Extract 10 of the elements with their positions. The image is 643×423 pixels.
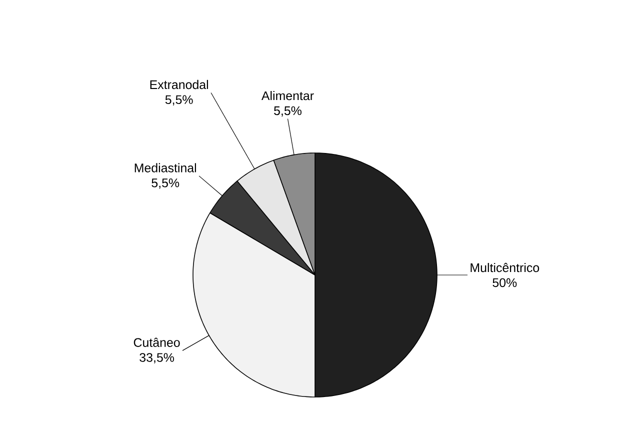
slice-label: Multicêntrico xyxy=(470,262,540,272)
data-label: 50% xyxy=(492,278,517,288)
data-label: 33,5% xyxy=(140,353,174,364)
data-label: 5,5% xyxy=(152,178,180,189)
slice-label: Alimentar xyxy=(261,90,314,100)
data-label: 5,5% xyxy=(165,95,193,106)
slice-label: Cutâneo xyxy=(134,338,180,347)
slice-label: Mediastinal xyxy=(134,163,196,172)
data-label: 5,5% xyxy=(274,106,302,117)
slice-label: Extranodal xyxy=(150,80,208,90)
